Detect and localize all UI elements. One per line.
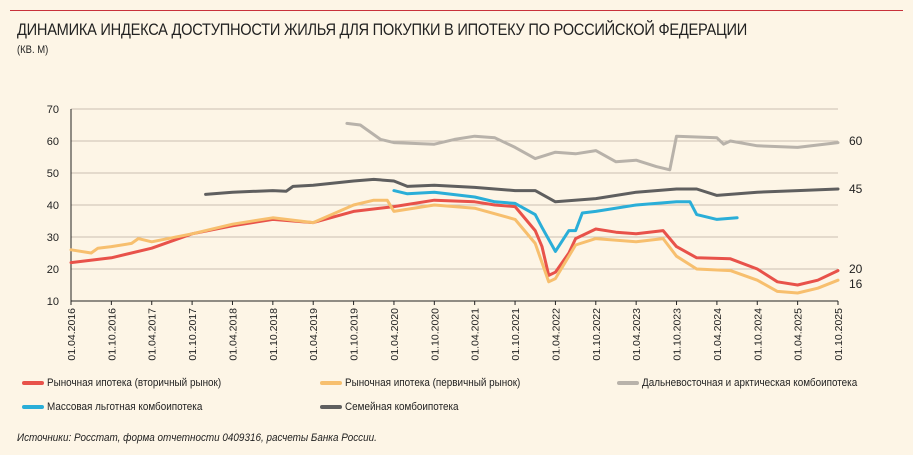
x-tick-label: 01.04.2019 bbox=[308, 308, 320, 361]
legend-label: Массовая льготная комбоипотека bbox=[47, 401, 203, 413]
legend-label: Рыночная ипотека (вторичный рынок) bbox=[47, 377, 222, 389]
legend-label: Рыночная ипотека (первичный рынок) bbox=[345, 377, 521, 389]
x-tick-label: 01.04.2022 bbox=[550, 308, 562, 361]
y-tick-label: 10 bbox=[47, 296, 59, 308]
legend-swatch bbox=[320, 381, 342, 385]
x-tick-label: 01.10.2025 bbox=[833, 308, 845, 361]
series-line-3 bbox=[392, 189, 739, 253]
x-tick-label: 01.10.2020 bbox=[429, 308, 441, 361]
x-tick-label: 01.04.2017 bbox=[147, 308, 159, 361]
y-tick-label: 40 bbox=[47, 200, 59, 212]
legend-swatch bbox=[617, 381, 639, 385]
x-tick-label: 01.10.2018 bbox=[268, 308, 280, 361]
line-chart: 10 20 30 40 50 60 70 01.04.2016 01.10.2016 01.04.… bbox=[47, 104, 863, 361]
x-tick-label: 01.04.2024 bbox=[712, 308, 724, 361]
legend-item-family: Семейная комбоипотека bbox=[320, 401, 471, 413]
legend-swatch bbox=[22, 405, 44, 409]
x-tick-label: 01.04.2025 bbox=[793, 308, 805, 361]
x-tick-label: 01.04.2020 bbox=[389, 308, 401, 361]
source-note: Источники: Росстат, форма отчетности 040… bbox=[17, 432, 377, 444]
x-tick-label: 01.04.2021 bbox=[470, 308, 482, 361]
series-line-4 bbox=[204, 177, 840, 204]
chart-subtitle: (КВ. М) bbox=[17, 44, 49, 56]
chart-title: ДИНАМИКА ИНДЕКСА ДОСТУПНОСТИ ЖИЛЬЯ ДЛЯ П… bbox=[17, 20, 748, 39]
end-value-label: 16 bbox=[849, 277, 863, 291]
legend-item-fareast: Дальневосточная и арктическая комбоипоте… bbox=[617, 377, 881, 389]
y-tick-label: 70 bbox=[47, 104, 59, 116]
legend-label: Семейная комбоипотека bbox=[345, 401, 459, 413]
x-tick-label: 01.10.2022 bbox=[591, 308, 603, 361]
y-tick-label: 60 bbox=[47, 136, 59, 148]
legend-item-secondary: Рыночная ипотека (вторичный рынок) bbox=[22, 377, 241, 389]
x-tick-label: 01.10.2021 bbox=[510, 308, 522, 361]
x-tick-label: 01.10.2019 bbox=[349, 308, 361, 361]
x-tick-label: 01.10.2024 bbox=[752, 308, 764, 361]
end-value-label: 20 bbox=[849, 262, 863, 276]
legend-item-primary: Рыночная ипотека (первичный рынок) bbox=[320, 377, 540, 389]
x-tick-label: 01.04.2018 bbox=[227, 308, 239, 361]
y-tick-label: 30 bbox=[47, 232, 59, 244]
series-line-0 bbox=[69, 198, 840, 287]
legend-swatch bbox=[320, 405, 342, 409]
x-tick-label: 01.10.2016 bbox=[106, 308, 118, 361]
y-tick-label: 20 bbox=[47, 264, 59, 276]
series-line-1 bbox=[69, 198, 840, 295]
end-value-label: 45 bbox=[849, 182, 863, 196]
y-tick-label: 50 bbox=[47, 168, 59, 180]
legend-swatch bbox=[22, 381, 44, 385]
top-rule bbox=[10, 10, 903, 11]
legend-item-mass: Массовая льготная комбоипотека bbox=[22, 401, 220, 413]
x-tick-label: 01.10.2023 bbox=[672, 308, 684, 361]
x-tick-label: 01.04.2023 bbox=[631, 308, 643, 361]
series-line-2 bbox=[345, 121, 840, 172]
x-tick-label: 01.10.2017 bbox=[187, 308, 199, 361]
x-tick-label: 01.04.2016 bbox=[66, 308, 78, 361]
end-value-label: 60 bbox=[849, 134, 863, 148]
legend-label: Дальневосточная и арктическая комбоипоте… bbox=[642, 377, 858, 389]
